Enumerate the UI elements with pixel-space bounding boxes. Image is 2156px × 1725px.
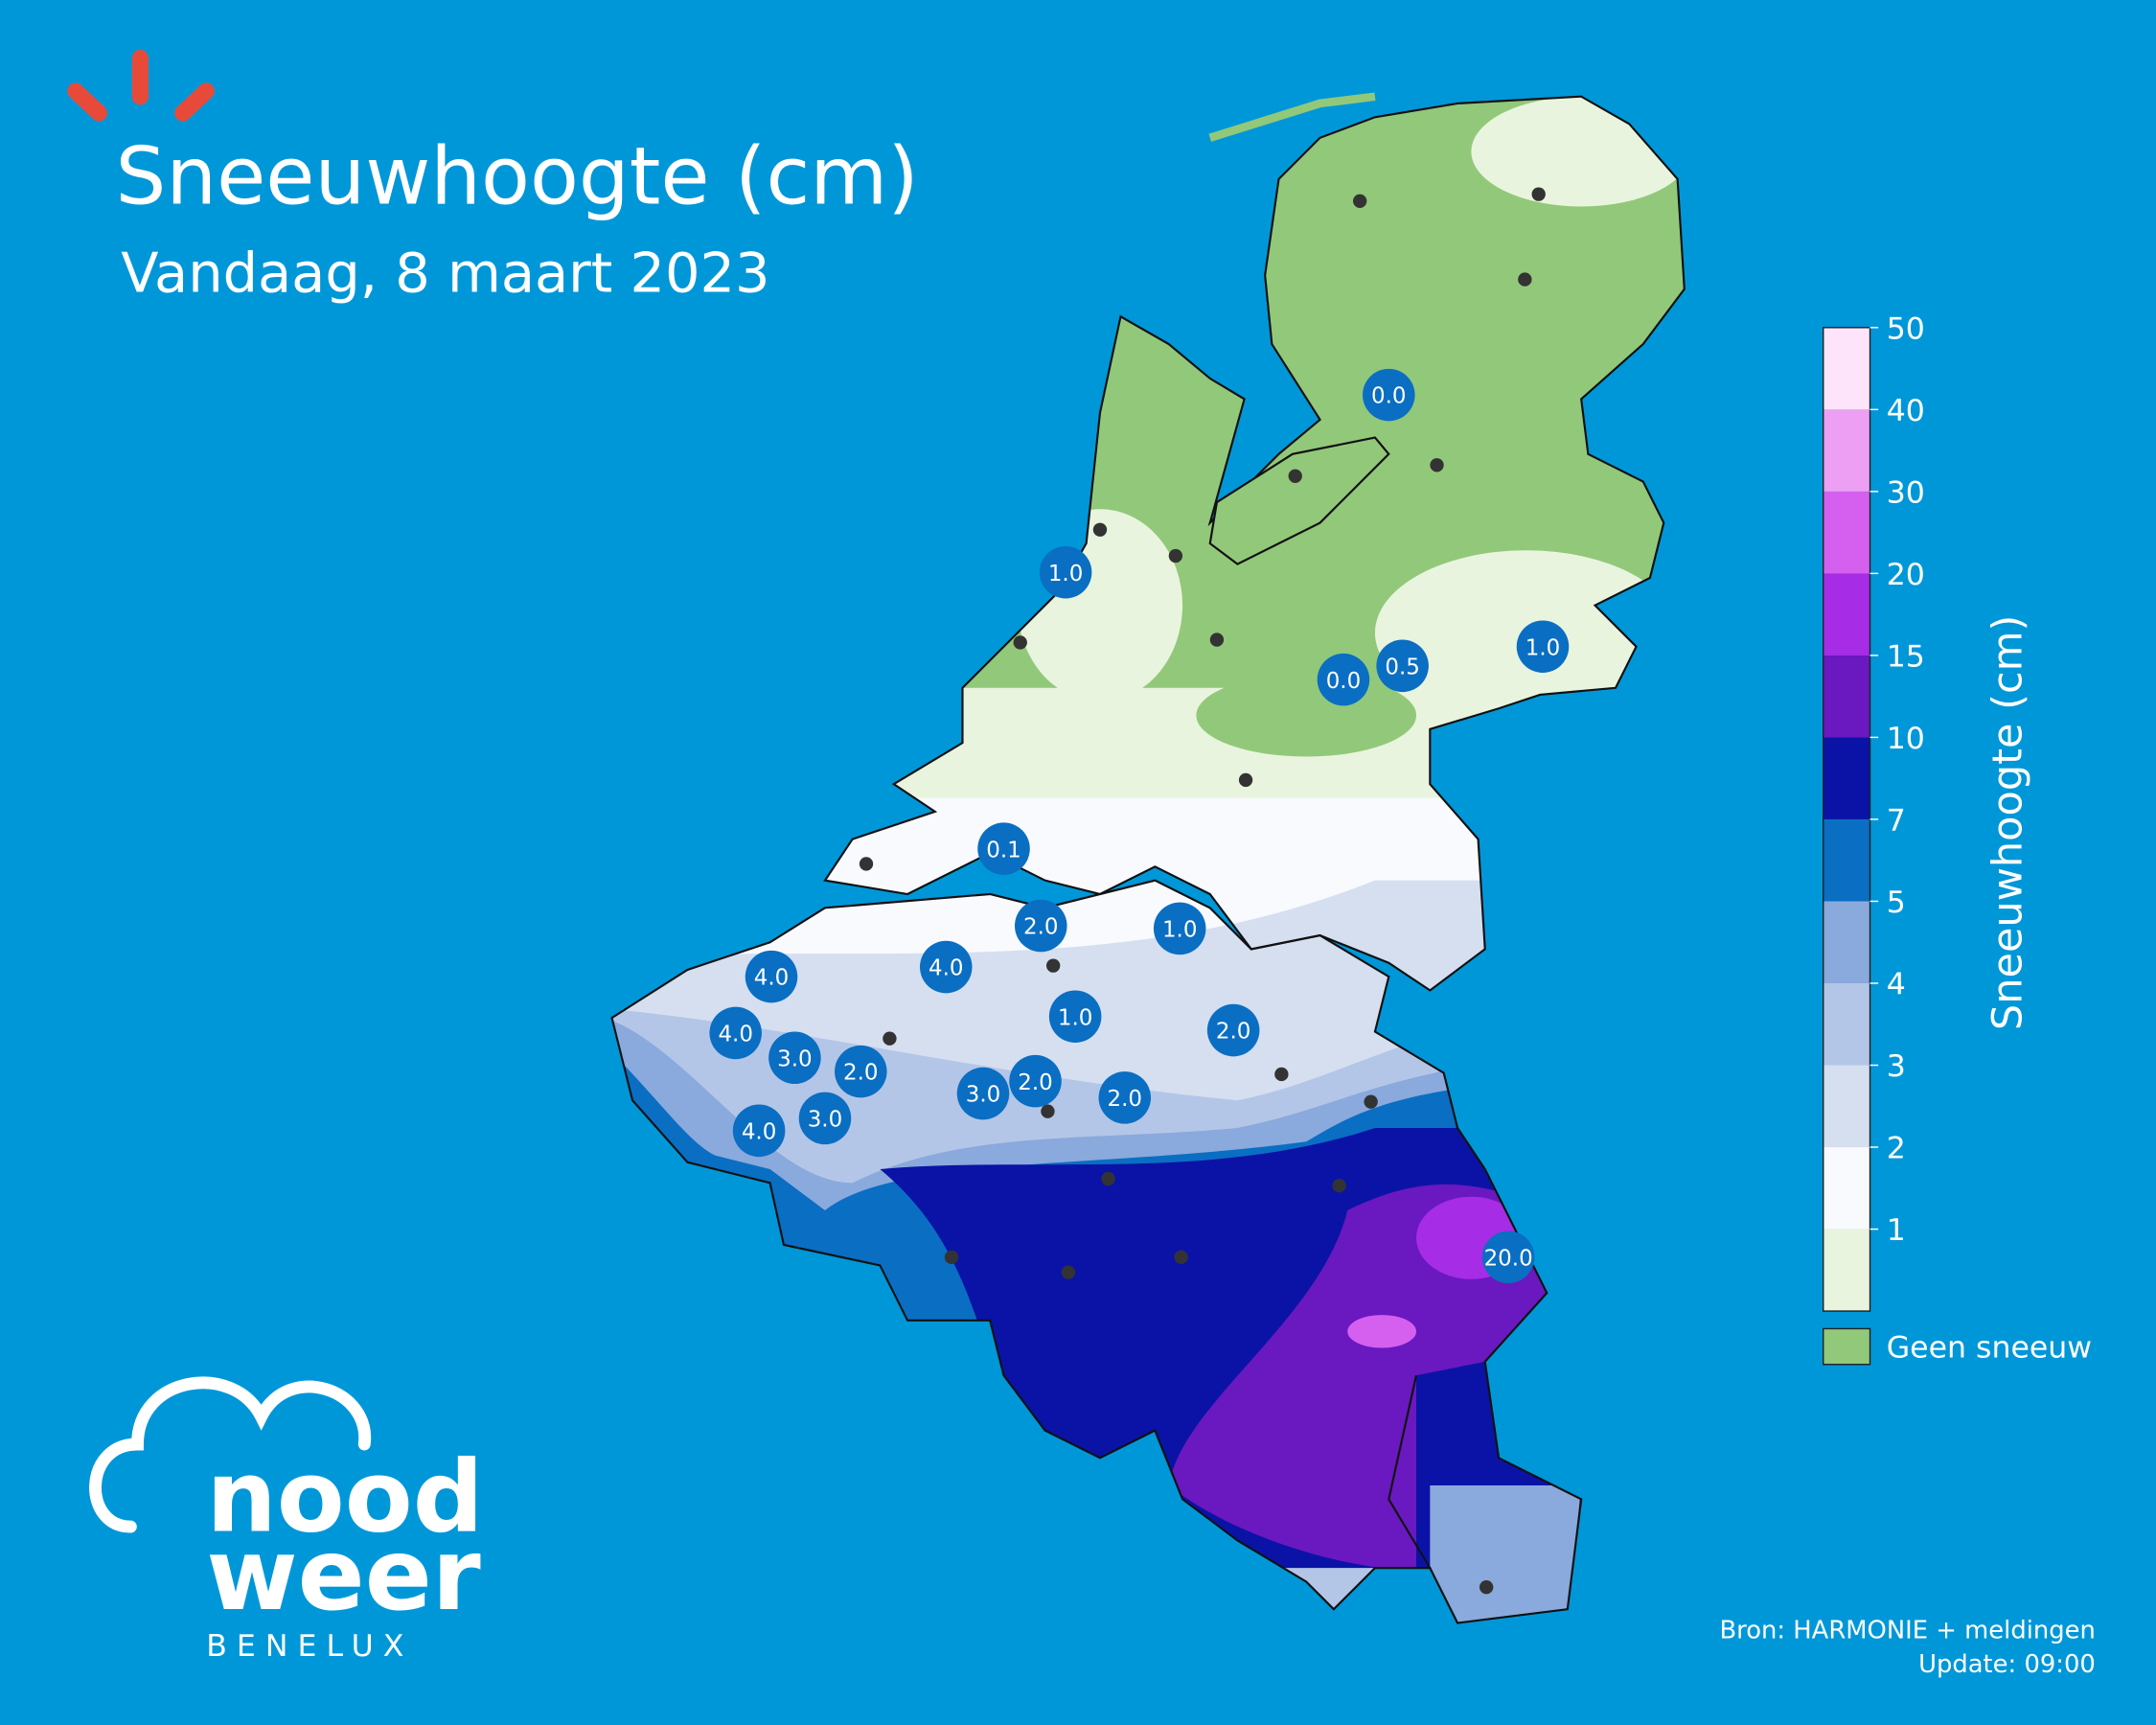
- report-label: 4.0: [742, 1119, 776, 1144]
- report-marker: [709, 1006, 762, 1060]
- report-marker: [1317, 653, 1370, 706]
- report-label: 3.0: [966, 1083, 1000, 1108]
- report-marker: [1009, 1054, 1062, 1108]
- subtitle: Vandaag, 8 maart 2023: [121, 241, 769, 305]
- logo-text: BENELUX: [206, 1629, 413, 1664]
- report-label: 4.0: [929, 956, 963, 981]
- report-label: 20.0: [1484, 1246, 1533, 1271]
- logo-rays: [67, 49, 215, 122]
- colorbar-tick-label: 1: [1887, 1213, 1906, 1248]
- report-marker: [1098, 1071, 1152, 1124]
- city-dots: [859, 187, 1546, 1595]
- update: Update: 09:00: [1918, 1650, 2096, 1679]
- report-marker: [1206, 1003, 1260, 1057]
- logo-text: nood: [206, 1439, 483, 1554]
- report-marker: [977, 822, 1030, 875]
- colorbar-band: [1823, 818, 1870, 902]
- colorbar: 1 2 3 4 5 7 10 15 20 30 40 50: [1823, 311, 1925, 1312]
- report-marker: [798, 1092, 852, 1145]
- colorbar-tick-label: 7: [1887, 803, 1906, 838]
- report-label: 2.0: [1023, 915, 1058, 940]
- report-label: 0.5: [1385, 655, 1419, 679]
- logo: nood weer BENELUX: [89, 1376, 484, 1664]
- report-marker: [1039, 545, 1092, 599]
- snow-reports: 0.0 1.0 1.0 0.5 0.0 0.1 2.0 1.0 4.0 4.0 1.0 2.0 4.0 3…: [709, 368, 1570, 1284]
- colorbar-tick-label: 15: [1887, 639, 1925, 674]
- report-marker: [768, 1031, 821, 1085]
- report-label: 3.0: [777, 1046, 812, 1071]
- no-snow-swatch: [1823, 1327, 1871, 1366]
- report-label: 4.0: [718, 1023, 752, 1047]
- colorbar-band: [1823, 491, 1870, 574]
- colorbar-tick-label: 10: [1887, 722, 1925, 756]
- colorbar-band: [1823, 901, 1870, 983]
- report-label: 1.0: [1058, 1005, 1092, 1030]
- colorbar-band: [1823, 409, 1870, 492]
- report-marker: [1048, 990, 1102, 1043]
- report-marker: [1363, 368, 1415, 422]
- colorbar-tick-label: 20: [1887, 558, 1925, 592]
- colorbar-tick-label: 3: [1887, 1049, 1906, 1084]
- report-label: 0.0: [1326, 669, 1361, 694]
- colorbar-band: [1823, 655, 1870, 738]
- no-snow-label: Geen sneeuw: [1887, 1331, 2092, 1366]
- colorbar-tick-label: 30: [1887, 475, 1925, 510]
- report-label: 0.0: [1371, 384, 1406, 409]
- report-label: 2.0: [1216, 1020, 1250, 1045]
- report-label: 1.0: [1525, 635, 1560, 660]
- report-label: 4.0: [754, 966, 789, 991]
- report-marker: [732, 1104, 786, 1158]
- colorbar-band: [1823, 573, 1870, 656]
- report-label: 2.0: [843, 1061, 878, 1086]
- colorbar-tick-label: 40: [1887, 394, 1925, 428]
- source: Bron: HARMONIE + meldingen: [1719, 1616, 2095, 1644]
- report-marker: [1376, 639, 1429, 693]
- report-marker: [1516, 620, 1570, 673]
- report-label: 1.0: [1048, 562, 1083, 586]
- colorbar-tick-label: 50: [1887, 311, 1925, 346]
- colorbar-label: Sneeuwhoogte (cm): [1984, 615, 2031, 1030]
- report-marker: [745, 950, 798, 1003]
- colorbar-band: [1823, 982, 1870, 1066]
- colorbar-band: [1823, 1147, 1870, 1230]
- borders: [610, 92, 1686, 1624]
- report-label: 2.0: [1018, 1070, 1052, 1095]
- colorbar-tick-label: 2: [1887, 1132, 1906, 1166]
- report-label: 0.1: [986, 838, 1021, 862]
- title: Sneeuwhoogte (cm): [116, 130, 919, 223]
- report-marker: [1153, 902, 1206, 955]
- report-label: 2.0: [1108, 1087, 1142, 1112]
- report-marker: [919, 940, 973, 994]
- report-marker: [1014, 899, 1067, 953]
- colorbar-tick-label: 5: [1887, 886, 1906, 920]
- colorbar-tick-label: 4: [1887, 967, 1906, 1001]
- colorbar-band: [1823, 327, 1870, 410]
- report-marker: [1481, 1230, 1535, 1284]
- report-label: 1.0: [1162, 917, 1197, 942]
- snow-field: [611, 96, 1685, 1623]
- logo-text: weer: [206, 1518, 481, 1633]
- report-label: 3.0: [808, 1108, 842, 1133]
- colorbar-band: [1823, 1229, 1870, 1312]
- colorbar-band: [1823, 1065, 1870, 1148]
- colorbar-band: [1823, 737, 1870, 819]
- report-marker: [835, 1045, 887, 1098]
- report-marker: [956, 1067, 1010, 1120]
